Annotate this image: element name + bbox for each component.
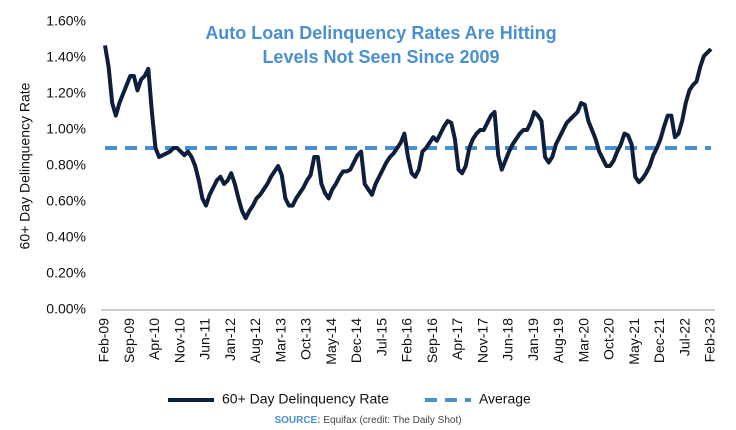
x-tick-label: Feb-16	[399, 318, 415, 363]
data-line	[103, 45, 713, 221]
x-tick-label: May-14	[323, 318, 339, 365]
x-tick-label: Aug-12	[247, 318, 263, 363]
x-tick-label: Jun-18	[500, 318, 516, 361]
x-tick-label: Jan-19	[525, 318, 541, 361]
x-tick-label: Jan-12	[222, 318, 238, 361]
y-axis-label: 60+ Day Delinquency Rate	[17, 82, 33, 249]
y-tick-label: 1.20%	[46, 85, 86, 101]
y-tick-label: 1.60%	[46, 13, 86, 29]
x-tick-label: Nov-17	[474, 318, 490, 363]
y-tick-label: 1.40%	[46, 49, 86, 65]
x-tick-label: Feb-09	[96, 318, 112, 363]
x-tick-label: Aug-19	[550, 318, 566, 363]
chart-title: Auto Loan Delinquency Rates Are Hitting	[205, 23, 556, 43]
x-tick-label: Apr-17	[449, 318, 465, 360]
x-tick-label: Jul-22	[676, 318, 692, 356]
y-tick-label: 0.80%	[46, 157, 86, 173]
x-tick-label: Jul-15	[373, 318, 389, 356]
x-tick-label: Sep-16	[424, 318, 440, 363]
x-tick-label: Mar-20	[575, 318, 591, 363]
y-tick-label: 0.40%	[46, 229, 86, 245]
legend-label: 60+ Day Delinquency Rate	[222, 391, 389, 407]
y-tick-label: 1.00%	[46, 121, 86, 137]
source: SOURCE: Equifax (credit: The Daily Shot)	[274, 415, 461, 426]
x-tick-label: Sep-09	[121, 318, 137, 363]
x-tick-label: Jun-11	[197, 318, 213, 360]
x-tick-label: Oct-13	[298, 318, 314, 360]
x-tick-label: Apr-10	[146, 318, 162, 360]
x-tick-label: May-21	[626, 318, 642, 365]
x-tick-label: Mar-13	[272, 318, 288, 363]
x-tick-label: Feb-23	[702, 318, 718, 363]
source-label: SOURCE:	[274, 415, 320, 426]
y-tick-label: 0.60%	[46, 193, 86, 209]
x-tick-label: Dec-21	[651, 318, 667, 363]
x-tick-label: Dec-14	[348, 318, 364, 363]
x-tick-label: Nov-10	[171, 318, 187, 363]
legend-label: Average	[479, 391, 531, 407]
x-tick-label: Oct-20	[601, 318, 617, 360]
y-tick-label: 0.20%	[46, 265, 86, 281]
source-text: Equifax (credit: The Daily Shot)	[323, 415, 461, 426]
y-tick-label: 0.00%	[46, 301, 86, 317]
chart-title: Levels Not Seen Since 2009	[262, 47, 499, 67]
